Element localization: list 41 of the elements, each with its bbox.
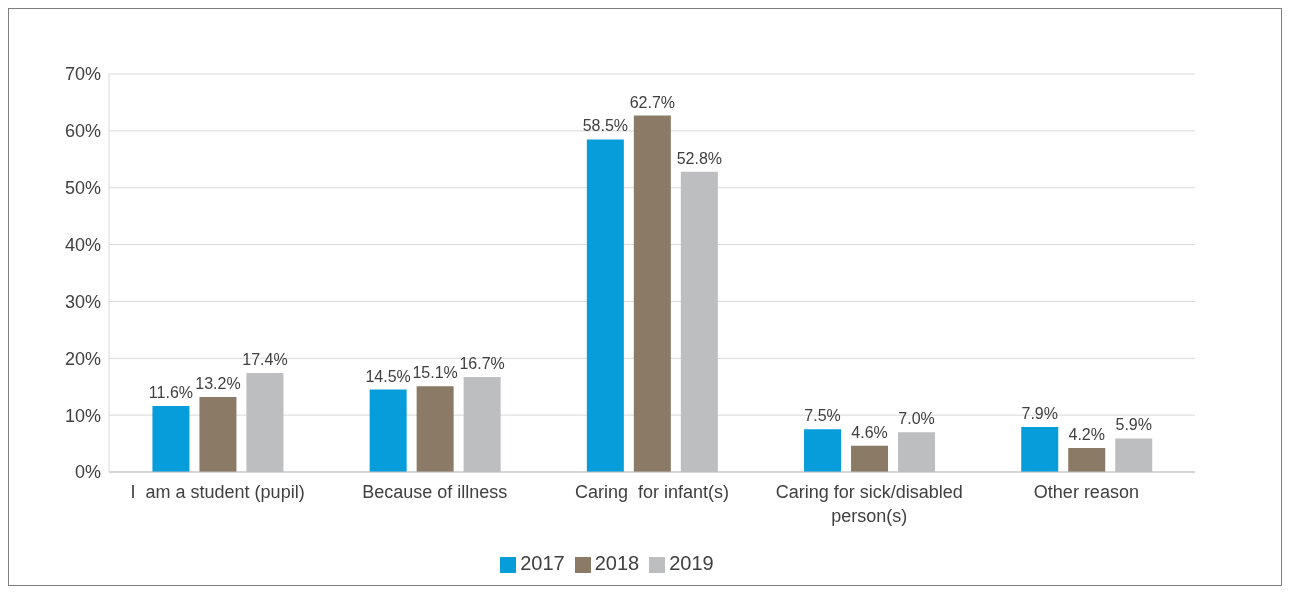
y-tick-label: 10% [64,405,101,426]
data-label: 4.2% [1068,426,1105,444]
x-tick-label: Caring for sick/disabled person(s) [775,482,963,526]
data-label: 7.5% [804,407,841,425]
data-label: 7.9% [1021,405,1058,423]
legend-label: 2019 [669,552,714,574]
y-tick-label: 50% [64,178,101,199]
data-label: 5.9% [1115,416,1152,434]
data-label: 11.6% [148,384,194,402]
bar [369,389,407,472]
y-tick-label: 30% [64,291,101,312]
y-tick-label: 70% [64,64,101,85]
bar [152,406,190,472]
data-label: 58.5% [582,117,629,135]
bar [586,139,624,472]
bar [633,115,671,472]
bar [851,445,889,472]
data-label: 7.0% [898,410,935,428]
y-tick-label: 40% [64,234,101,255]
data-label: 4.6% [851,423,888,441]
data-label: 52.8% [676,149,723,167]
y-tick-label: 0% [74,462,101,483]
bar [804,429,842,472]
x-tick-label: Caring for infant(s) [574,482,730,502]
data-label: 62.7% [629,93,676,111]
data-label: 14.5% [365,367,411,385]
data-label: 17.4% [242,351,288,369]
x-tick-label: Because of illness [362,482,508,502]
bar [1068,448,1106,472]
data-label: 13.2% [195,374,241,392]
legend-label: 2017 [520,552,565,574]
y-tick-label: 60% [64,121,101,142]
x-tick-label: Other reason [1033,482,1139,502]
data-label: 16.7% [459,355,505,373]
legend-label: 2018 [594,552,640,574]
x-tick-label: I am a student (pupil) [130,482,305,502]
data-label: 15.1% [412,364,458,382]
bar [199,396,237,472]
bar [1021,427,1059,472]
y-tick-label: 20% [64,348,101,369]
bar [416,386,454,472]
